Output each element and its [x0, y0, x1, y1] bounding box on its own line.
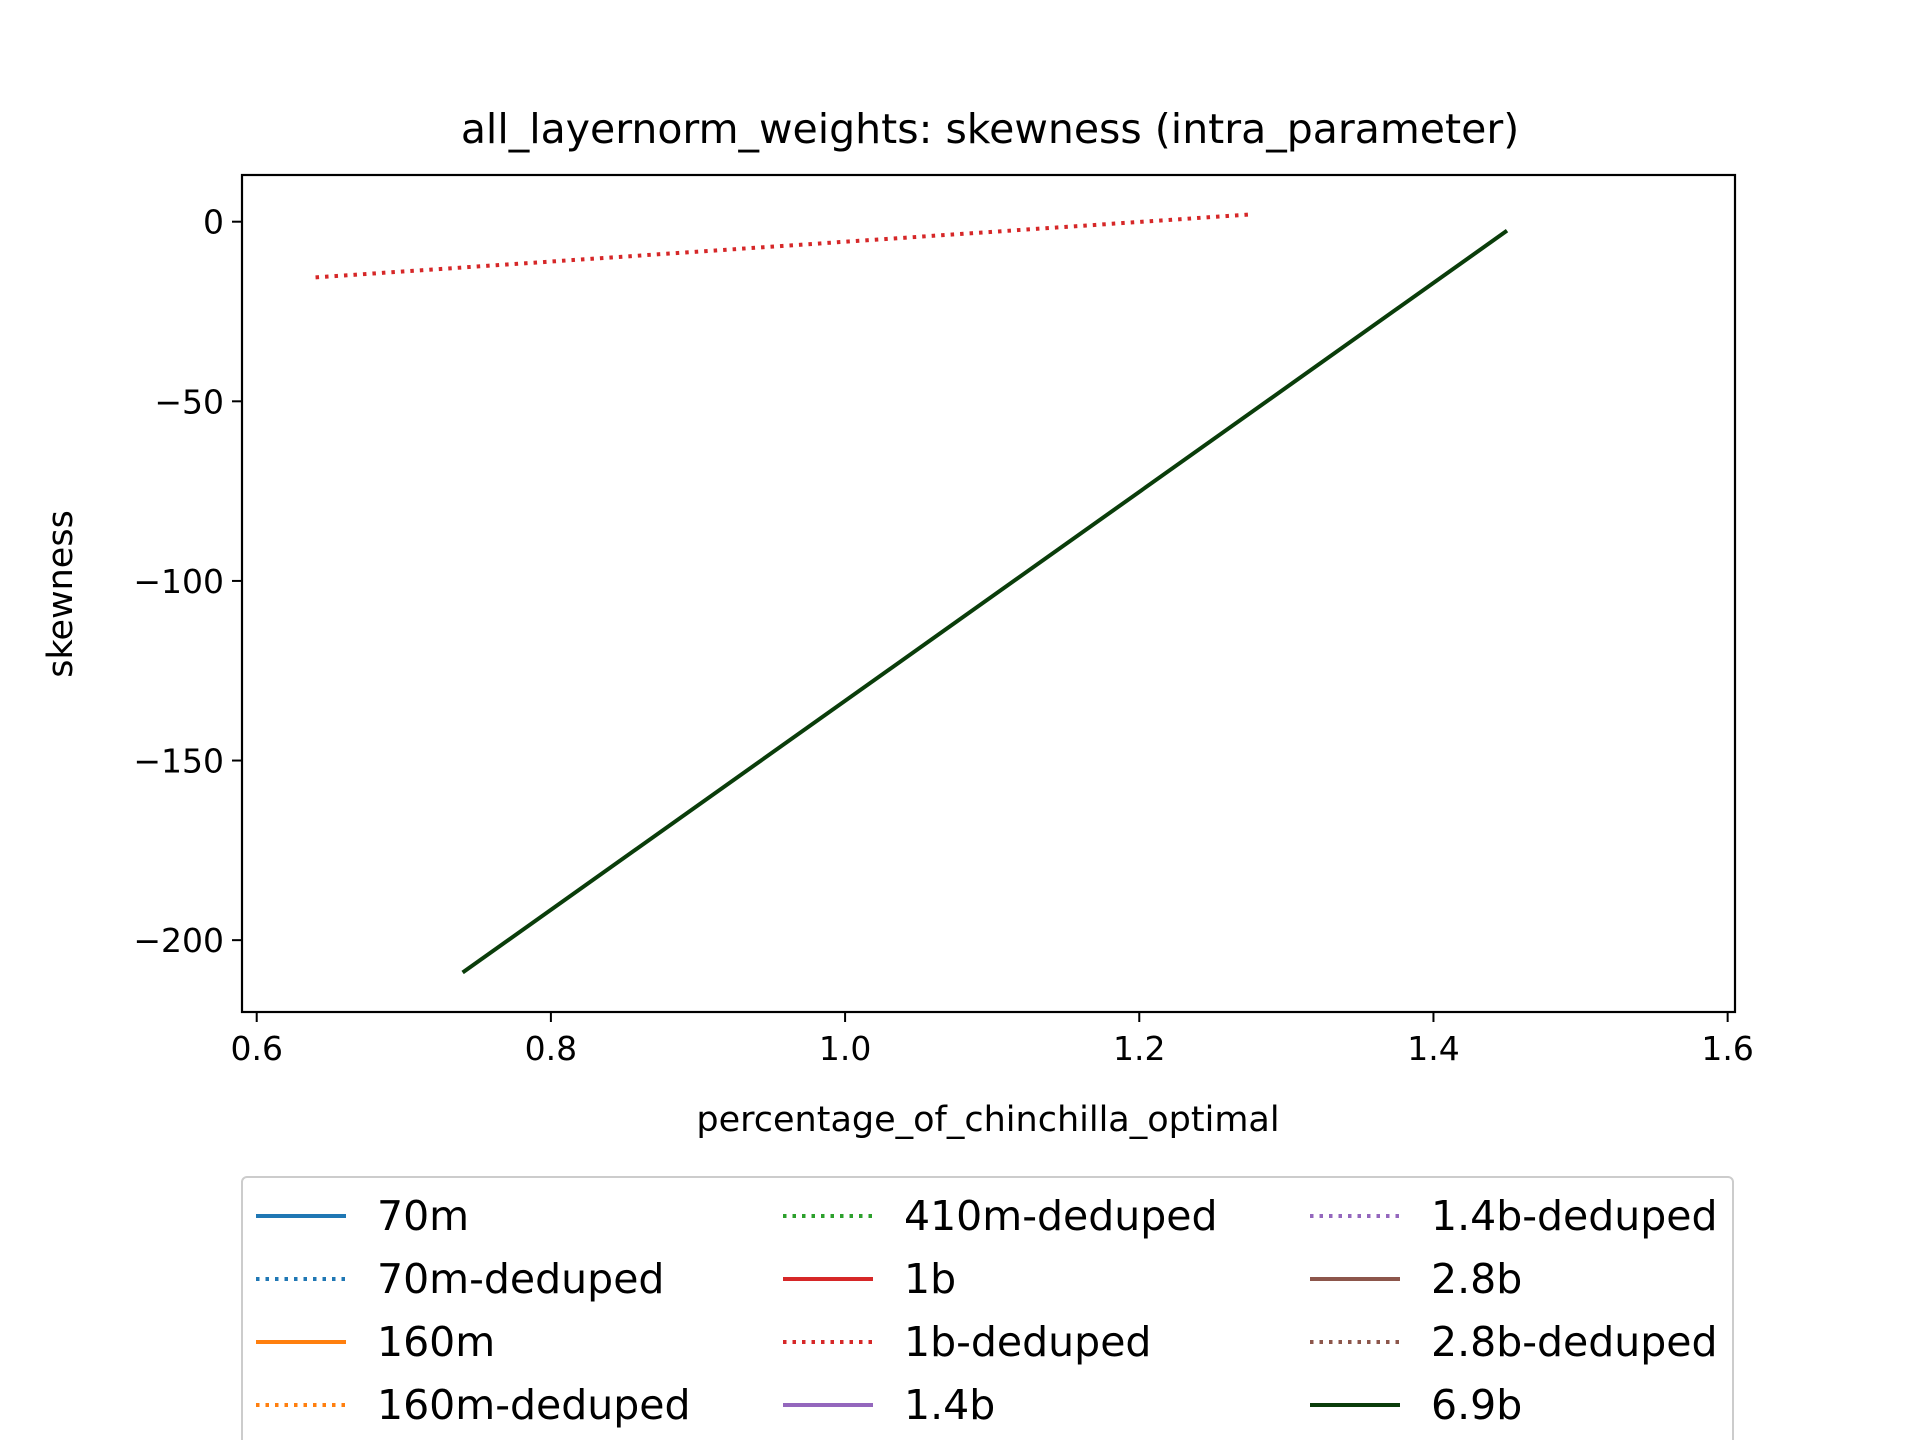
legend-label-1.4b-deduped: 1.4b-deduped	[1431, 1192, 1718, 1240]
chart-title: all_layernorm_weights: skewness (intra_p…	[461, 105, 1519, 153]
legend-label-2.8b-deduped: 2.8b-deduped	[1431, 1318, 1718, 1366]
legend-label-410m-deduped: 410m-deduped	[904, 1192, 1218, 1240]
x-tick-label: 1.6	[1701, 1029, 1753, 1068]
series-line-6.9b	[461, 229, 1509, 975]
legend-label-70m: 70m	[377, 1192, 469, 1240]
x-tick-label: 1.0	[819, 1029, 871, 1068]
x-tick-label: 0.8	[525, 1029, 577, 1068]
plot-frame	[240, 173, 1737, 1014]
y-axis-label: skewness	[41, 510, 81, 678]
y-tick-label: 0	[203, 203, 224, 242]
y-axis: 0 −50 −100 −150 −200	[133, 203, 242, 960]
x-tick-label: 0.6	[230, 1029, 282, 1068]
x-tick-label: 1.4	[1407, 1029, 1459, 1068]
x-axis-label: percentage_of_chinchilla_optimal	[696, 1100, 1279, 1140]
legend-label-160m: 160m	[377, 1318, 495, 1366]
legend-label-1b: 1b	[904, 1255, 956, 1303]
y-tick-label: −50	[154, 382, 224, 421]
legend-label-1b-deduped: 1b-deduped	[904, 1318, 1151, 1366]
legend-label-1.4b: 1.4b	[904, 1381, 995, 1429]
legend-label-70m-deduped: 70m-deduped	[377, 1255, 664, 1303]
legend-label-6.9b: 6.9b	[1431, 1381, 1522, 1429]
legend: 70m 70m-deduped 160m 160m-deduped 410m-dedup…	[241, 1176, 1734, 1440]
series-line-1b-deduped	[315, 212, 1250, 280]
y-tick-label: −200	[133, 921, 224, 960]
x-tick-label: 1.2	[1113, 1029, 1165, 1068]
legend-label-160m-deduped: 160m-deduped	[377, 1381, 691, 1429]
legend-entries: 70m 70m-deduped 160m 160m-deduped 410m-dedup…	[256, 1192, 1718, 1429]
y-tick-label: −150	[133, 742, 224, 781]
legend-label-2.8b: 2.8b	[1431, 1255, 1522, 1303]
x-axis: 0.6 0.8 1.0 1.2 1.4 1.6	[230, 1012, 1754, 1068]
plot-lines	[315, 212, 1509, 975]
legend-frame	[241, 1176, 1734, 1440]
y-tick-label: −100	[133, 562, 224, 601]
